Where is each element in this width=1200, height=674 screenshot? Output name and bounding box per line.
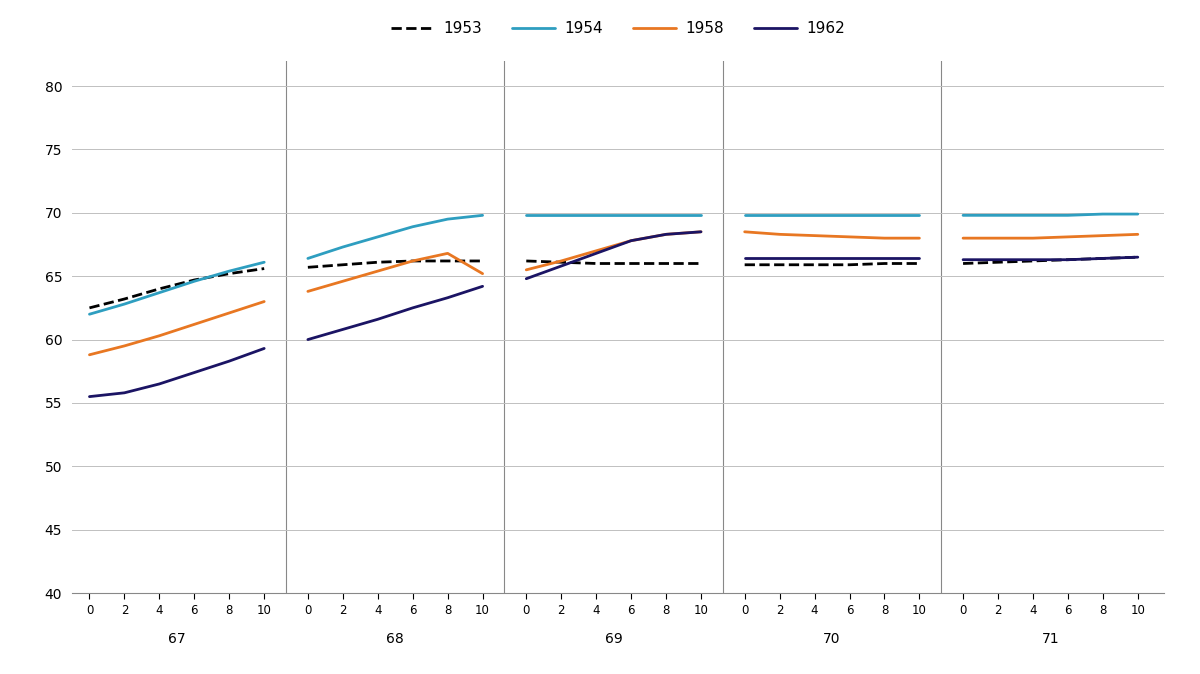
1954 — [257, 258, 271, 266]
1953 — [222, 270, 236, 278]
1962 — [222, 357, 236, 365]
1958 — [118, 342, 132, 350]
1962 — [83, 392, 97, 400]
1954 — [83, 310, 97, 318]
1954 — [222, 267, 236, 275]
Line: 1958: 1958 — [90, 301, 264, 355]
1958 — [187, 320, 202, 328]
Text: 71: 71 — [1042, 632, 1060, 646]
1953 — [83, 304, 97, 312]
Line: 1962: 1962 — [90, 348, 264, 396]
1953 — [152, 285, 167, 293]
1954 — [187, 277, 202, 285]
Text: 68: 68 — [386, 632, 404, 646]
1953 — [118, 295, 132, 303]
1953 — [257, 264, 271, 272]
Text: 70: 70 — [823, 632, 841, 646]
1958 — [83, 350, 97, 359]
1958 — [222, 309, 236, 317]
Text: 67: 67 — [168, 632, 186, 646]
Line: 1954: 1954 — [90, 262, 264, 314]
Legend: 1953, 1954, 1958, 1962: 1953, 1954, 1958, 1962 — [385, 15, 851, 42]
1962 — [257, 344, 271, 353]
1962 — [152, 380, 167, 388]
1962 — [118, 389, 132, 397]
Text: 69: 69 — [605, 632, 623, 646]
1954 — [152, 288, 167, 297]
Line: 1953: 1953 — [90, 268, 264, 308]
1954 — [118, 300, 132, 308]
1958 — [152, 332, 167, 340]
1958 — [257, 297, 271, 305]
1953 — [187, 276, 202, 284]
1962 — [187, 369, 202, 377]
